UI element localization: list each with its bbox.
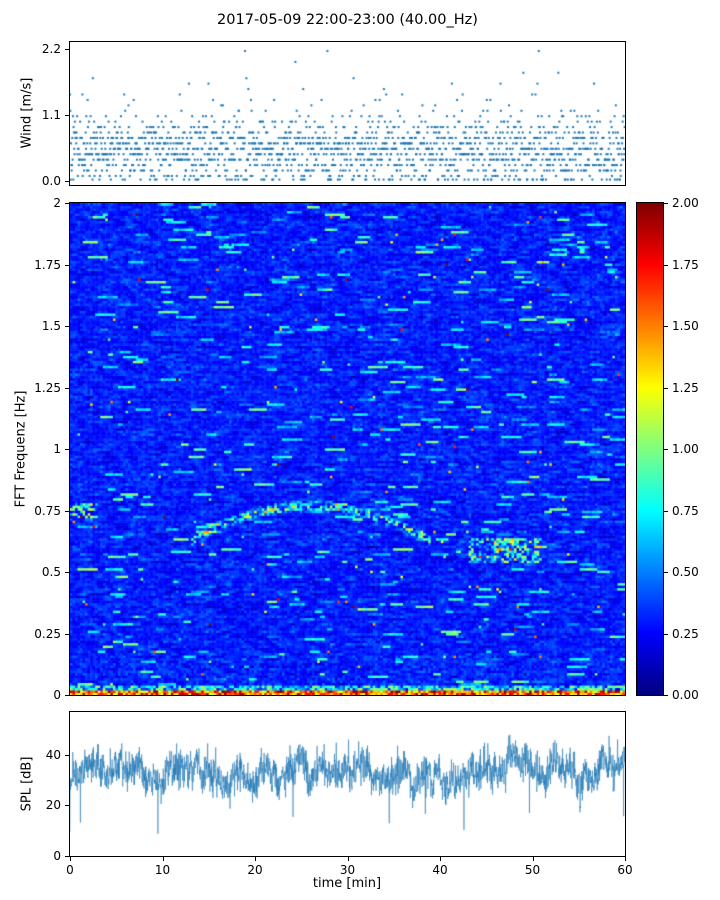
colorbar-tick-mark — [664, 326, 668, 327]
fft-y-tick-label: 2 — [53, 196, 61, 210]
fft-y-tick-mark — [65, 265, 70, 266]
wind-y-tick-label: 1.1 — [41, 108, 61, 122]
spl-y-tick-label: 40 — [45, 747, 61, 762]
wind-y-tick-mark — [65, 181, 70, 182]
x-tick-mark — [70, 856, 71, 861]
fft-y-tick-mark — [65, 572, 70, 573]
colorbar-tick-label: 1.00 — [672, 442, 699, 456]
fft-spectrogram-heatmap — [69, 202, 626, 696]
fft-y-tick-mark — [65, 511, 70, 512]
colorbar-tick-label: 0.00 — [672, 688, 699, 702]
x-tick-mark — [625, 856, 626, 861]
x-tick-label: 60 — [617, 863, 633, 877]
x-tick-mark — [440, 856, 441, 861]
x-axis-label: time [min] — [312, 876, 382, 891]
colorbar-tick-mark — [664, 203, 668, 204]
x-tick-label: 20 — [247, 863, 263, 877]
x-tick-label: 40 — [432, 863, 448, 877]
x-tick-mark — [255, 856, 256, 861]
spl-line-plot — [69, 711, 626, 857]
colorbar — [636, 202, 664, 696]
wind-y-tick-mark — [65, 49, 70, 50]
x-tick-mark — [348, 856, 349, 861]
fft-y-tick-label: 1.5 — [41, 319, 61, 333]
wind-y-tick-mark — [65, 115, 70, 116]
fft-y-tick-mark — [65, 449, 70, 450]
x-tick-mark — [163, 856, 164, 861]
chart-title: 2017-05-09 22:00-23:00 (40.00_Hz) — [217, 12, 478, 28]
colorbar-tick-label: 1.50 — [672, 319, 699, 333]
spl-y-tick-mark — [65, 805, 70, 806]
spl-y-axis-label: SPL [dB] — [19, 756, 35, 812]
x-tick-label: 30 — [339, 863, 356, 877]
fft-y-axis-label: FFT Frequenz [Hz] — [13, 390, 29, 508]
colorbar-tick-label: 2.00 — [672, 196, 699, 210]
x-tick-mark — [533, 856, 534, 861]
fft-y-tick-label: 0.75 — [34, 503, 61, 518]
fft-y-tick-label: 0.5 — [41, 565, 61, 579]
colorbar-tick-mark — [664, 572, 668, 573]
fft-y-tick-mark — [65, 388, 70, 389]
colorbar-tick-mark — [664, 695, 668, 696]
x-tick-label: 0 — [66, 863, 74, 877]
fft-y-tick-mark — [65, 326, 70, 327]
colorbar-tick-label: 0.25 — [672, 626, 699, 641]
wind-y-tick-label: 2.2 — [41, 41, 61, 56]
fft-y-tick-label: 0 — [53, 688, 61, 702]
wind-scatter-plot — [69, 41, 626, 186]
spl-y-tick-label: 0 — [53, 849, 61, 863]
spl-y-tick-mark — [65, 755, 70, 756]
colorbar-tick-label: 0.75 — [672, 503, 699, 518]
x-tick-label: 50 — [524, 863, 541, 877]
wind-y-axis-label: Wind [m/s] — [19, 77, 35, 149]
colorbar-tick-mark — [664, 265, 668, 266]
x-tick-label: 10 — [154, 863, 171, 877]
spl-y-tick-label: 20 — [45, 798, 61, 813]
fft-y-tick-label: 1 — [53, 442, 61, 456]
spl-y-tick-mark — [65, 856, 70, 857]
fft-y-tick-mark — [65, 634, 70, 635]
colorbar-tick-label: 0.50 — [672, 565, 699, 579]
fft-y-tick-label: 0.25 — [34, 626, 61, 641]
colorbar-tick-mark — [664, 388, 668, 389]
fft-y-tick-label: 1.25 — [34, 380, 61, 395]
colorbar-tick-mark — [664, 449, 668, 450]
colorbar-tick-mark — [664, 634, 668, 635]
fft-y-tick-label: 1.75 — [34, 257, 61, 272]
wind-y-tick-label: 0.0 — [41, 174, 61, 189]
fft-y-tick-mark — [65, 695, 70, 696]
colorbar-tick-label: 1.25 — [672, 380, 699, 395]
fft-y-tick-mark — [65, 203, 70, 204]
colorbar-tick-mark — [664, 511, 668, 512]
colorbar-tick-label: 1.75 — [672, 257, 699, 272]
